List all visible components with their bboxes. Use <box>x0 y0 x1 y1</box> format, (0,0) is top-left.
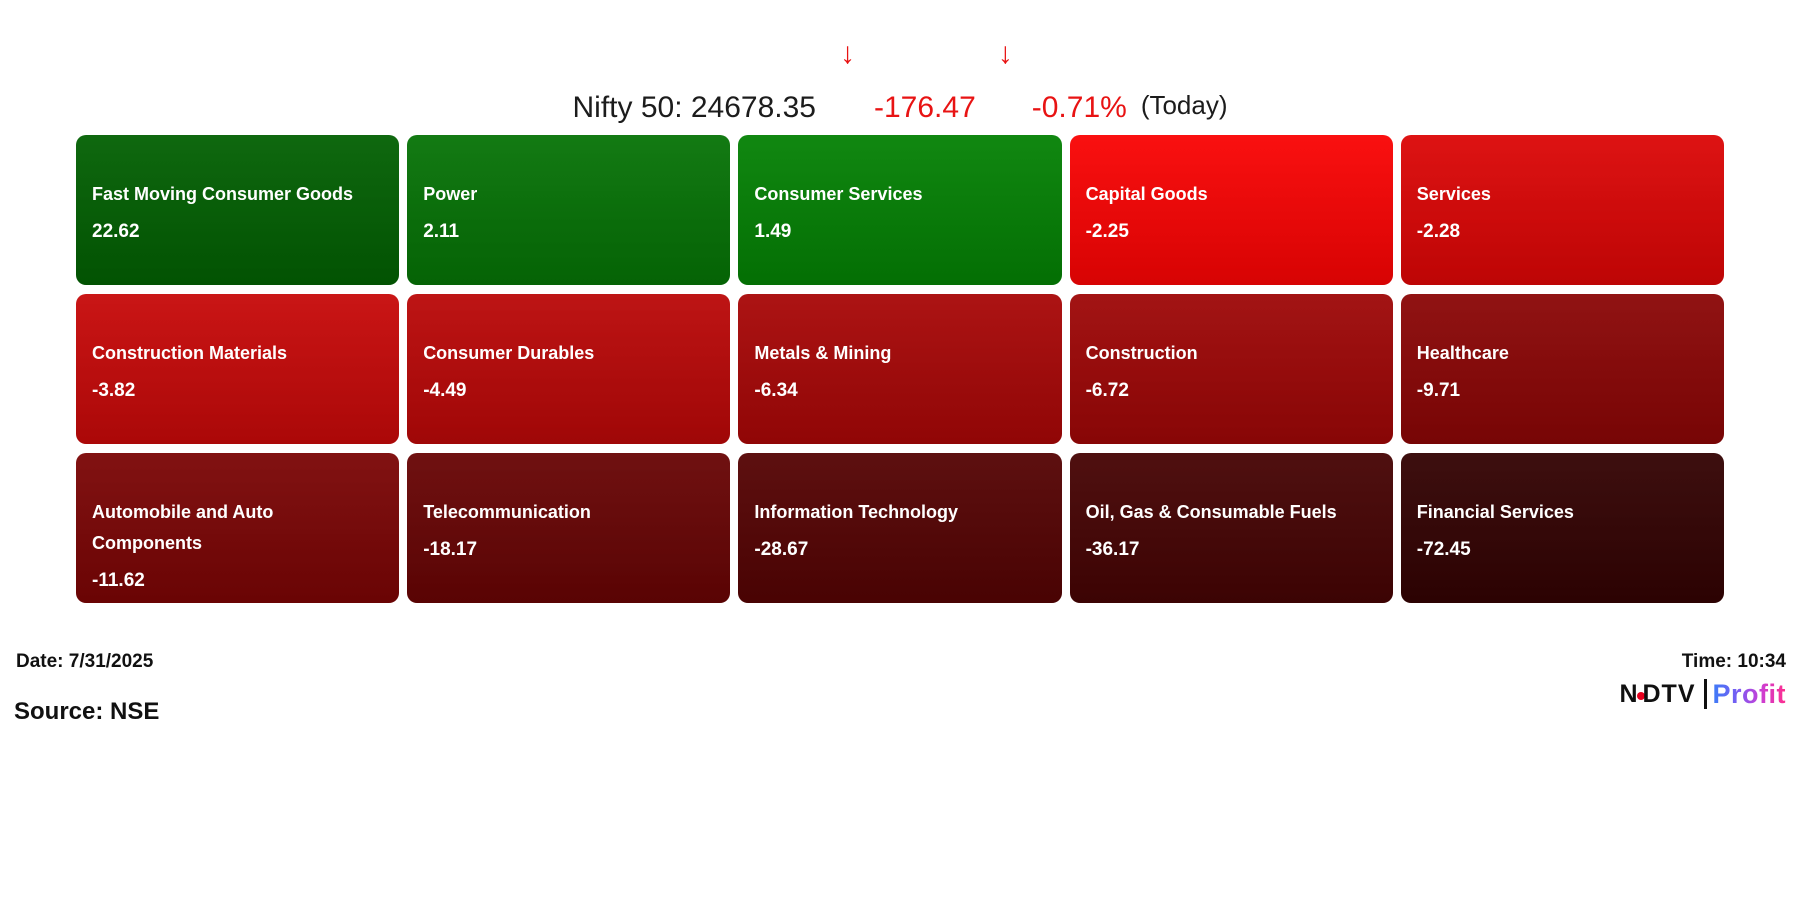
sector-tile: Financial Services -72.45 <box>1401 453 1724 603</box>
ndtv-profit-logo: N DTV Profit <box>1619 678 1786 710</box>
sector-tile: Information Technology -28.67 <box>738 453 1061 603</box>
sector-value: -4.49 <box>423 380 467 401</box>
sector-label: Oil, Gas & Consumable Fuels <box>1085 502 1337 522</box>
sector-value: -6.34 <box>754 380 798 401</box>
sector-label: Healthcare <box>1416 343 1509 363</box>
time-label: Time: 10:34 <box>1681 651 1786 672</box>
sector-label: Services <box>1416 184 1491 204</box>
sector-grid: Fast Moving Consumer Goods 22.62 Power 2… <box>76 135 1724 603</box>
ndtv-letters-dtv: DTV <box>1642 679 1696 708</box>
sector-label: Automobile and Auto Components <box>92 502 274 553</box>
down-arrow-icon: ↓ <box>997 37 1013 70</box>
logo-red-dot-icon <box>1636 691 1645 700</box>
sector-value: -11.62 <box>92 570 145 591</box>
sector-label: Telecommunication <box>423 502 591 522</box>
sector-value: -2.28 <box>1416 221 1461 242</box>
sector-label: Construction Materials <box>92 343 288 363</box>
profit-wordmark: Profit <box>1712 678 1786 709</box>
sector-tile: Capital Goods -2.25 <box>1070 135 1393 285</box>
index-change-percent: ↓ -0.71% <box>998 39 1127 125</box>
sector-tile: Oil, Gas & Consumable Fuels -36.17 <box>1070 453 1393 603</box>
sector-label: Consumer Durables <box>423 343 595 363</box>
logo-separator <box>1703 679 1707 709</box>
source-label: Source: NSE <box>14 698 160 725</box>
sector-value: -36.17 <box>1085 539 1140 560</box>
sector-label: Information Technology <box>754 502 959 522</box>
sector-label: Capital Goods <box>1085 184 1208 204</box>
sector-label: Metals & Mining <box>754 343 892 363</box>
sector-label: Fast Moving Consumer Goods <box>92 184 354 204</box>
sector-tile: Healthcare -9.71 <box>1401 294 1724 444</box>
sector-tile: Telecommunication -18.17 <box>407 453 730 603</box>
sector-label: Power <box>423 184 478 204</box>
sector-tile: Consumer Services 1.49 <box>738 135 1061 285</box>
sector-label: Consumer Services <box>754 184 923 204</box>
sector-value: -9.71 <box>1416 380 1461 401</box>
index-change-value: -176.47 <box>874 91 976 124</box>
sector-label: Financial Services <box>1416 502 1574 522</box>
down-arrow-icon: ↓ <box>840 37 855 70</box>
sector-tile: Services -2.28 <box>1401 135 1724 285</box>
date-label: Date: 7/31/2025 <box>16 651 154 672</box>
sector-tile: Consumer Durables -4.49 <box>407 294 730 444</box>
ndtv-letter-n: N <box>1619 679 1639 708</box>
sector-value: -72.45 <box>1416 539 1471 560</box>
sector-value: -3.82 <box>92 380 136 401</box>
sector-tile: Power 2.11 <box>407 135 730 285</box>
sector-value: -6.72 <box>1085 380 1129 401</box>
sector-value: -2.25 <box>1085 221 1129 242</box>
sector-tile: Fast Moving Consumer Goods 22.62 <box>76 135 399 285</box>
sector-value: 22.62 <box>92 221 140 242</box>
ndtv-wordmark: N DTV <box>1619 680 1695 709</box>
sector-tile: Metals & Mining -6.34 <box>738 294 1061 444</box>
sector-tile: Construction Materials -3.82 <box>76 294 399 444</box>
index-change: ↓ -176.47 <box>840 39 976 125</box>
sector-value: -28.67 <box>754 539 809 560</box>
sector-tile: Construction -6.72 <box>1070 294 1393 444</box>
index-change-percent-value: -0.71% <box>1031 91 1127 124</box>
index-level-label: Nifty 50: 24678.35 <box>572 91 816 124</box>
sector-value: 2.11 <box>423 221 460 242</box>
sector-tile: Automobile and Auto Components -11.62 <box>76 453 399 603</box>
sector-value: -18.17 <box>423 539 478 560</box>
index-summary: Nifty 50: 24678.35 ↓ -176.47 ↓ -0.71% (Today) <box>0 39 1800 125</box>
sector-label: Construction <box>1085 343 1198 363</box>
sector-value: 1.49 <box>754 221 792 242</box>
period-label: (Today) <box>1140 90 1228 120</box>
